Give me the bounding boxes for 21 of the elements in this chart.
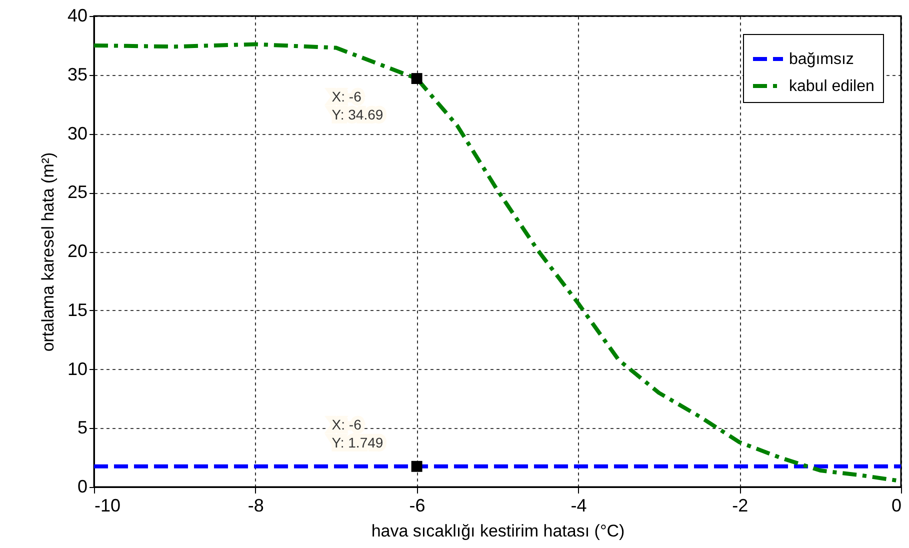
annotation: X: -6 Y: 34.69 (332, 88, 384, 123)
x-tick-label: 0 (891, 496, 902, 516)
x-tick-label: -6 (409, 496, 426, 516)
y-tick-label: 30 (67, 123, 88, 144)
y-tick-label: 20 (67, 241, 88, 261)
y-tick-label: 0 (77, 476, 88, 496)
x-tick-label: -10 (94, 496, 121, 516)
y-axis-title: ortalama karesel hata (m²) (38, 152, 58, 352)
y-tick-label: 5 (77, 418, 88, 438)
x-tick-label: -8 (248, 496, 264, 516)
x-tick-label: -2 (732, 496, 748, 516)
y-tick-label: 40 (67, 6, 88, 26)
y-tick-label: 35 (67, 64, 88, 84)
y-tick-label: 10 (67, 358, 88, 379)
y-tick-label: 15 (67, 300, 88, 320)
x-tick-label: -4 (570, 496, 587, 516)
legend-label: bağımsız (789, 51, 854, 68)
y-tick-label: 25 (67, 182, 88, 202)
legend-label: kabul edilen (789, 78, 874, 95)
annotation: X: -6 Y: 1.749 (332, 416, 384, 450)
x-axis-title: hava sıcaklığı kestirim hatası (°C) (371, 522, 625, 540)
